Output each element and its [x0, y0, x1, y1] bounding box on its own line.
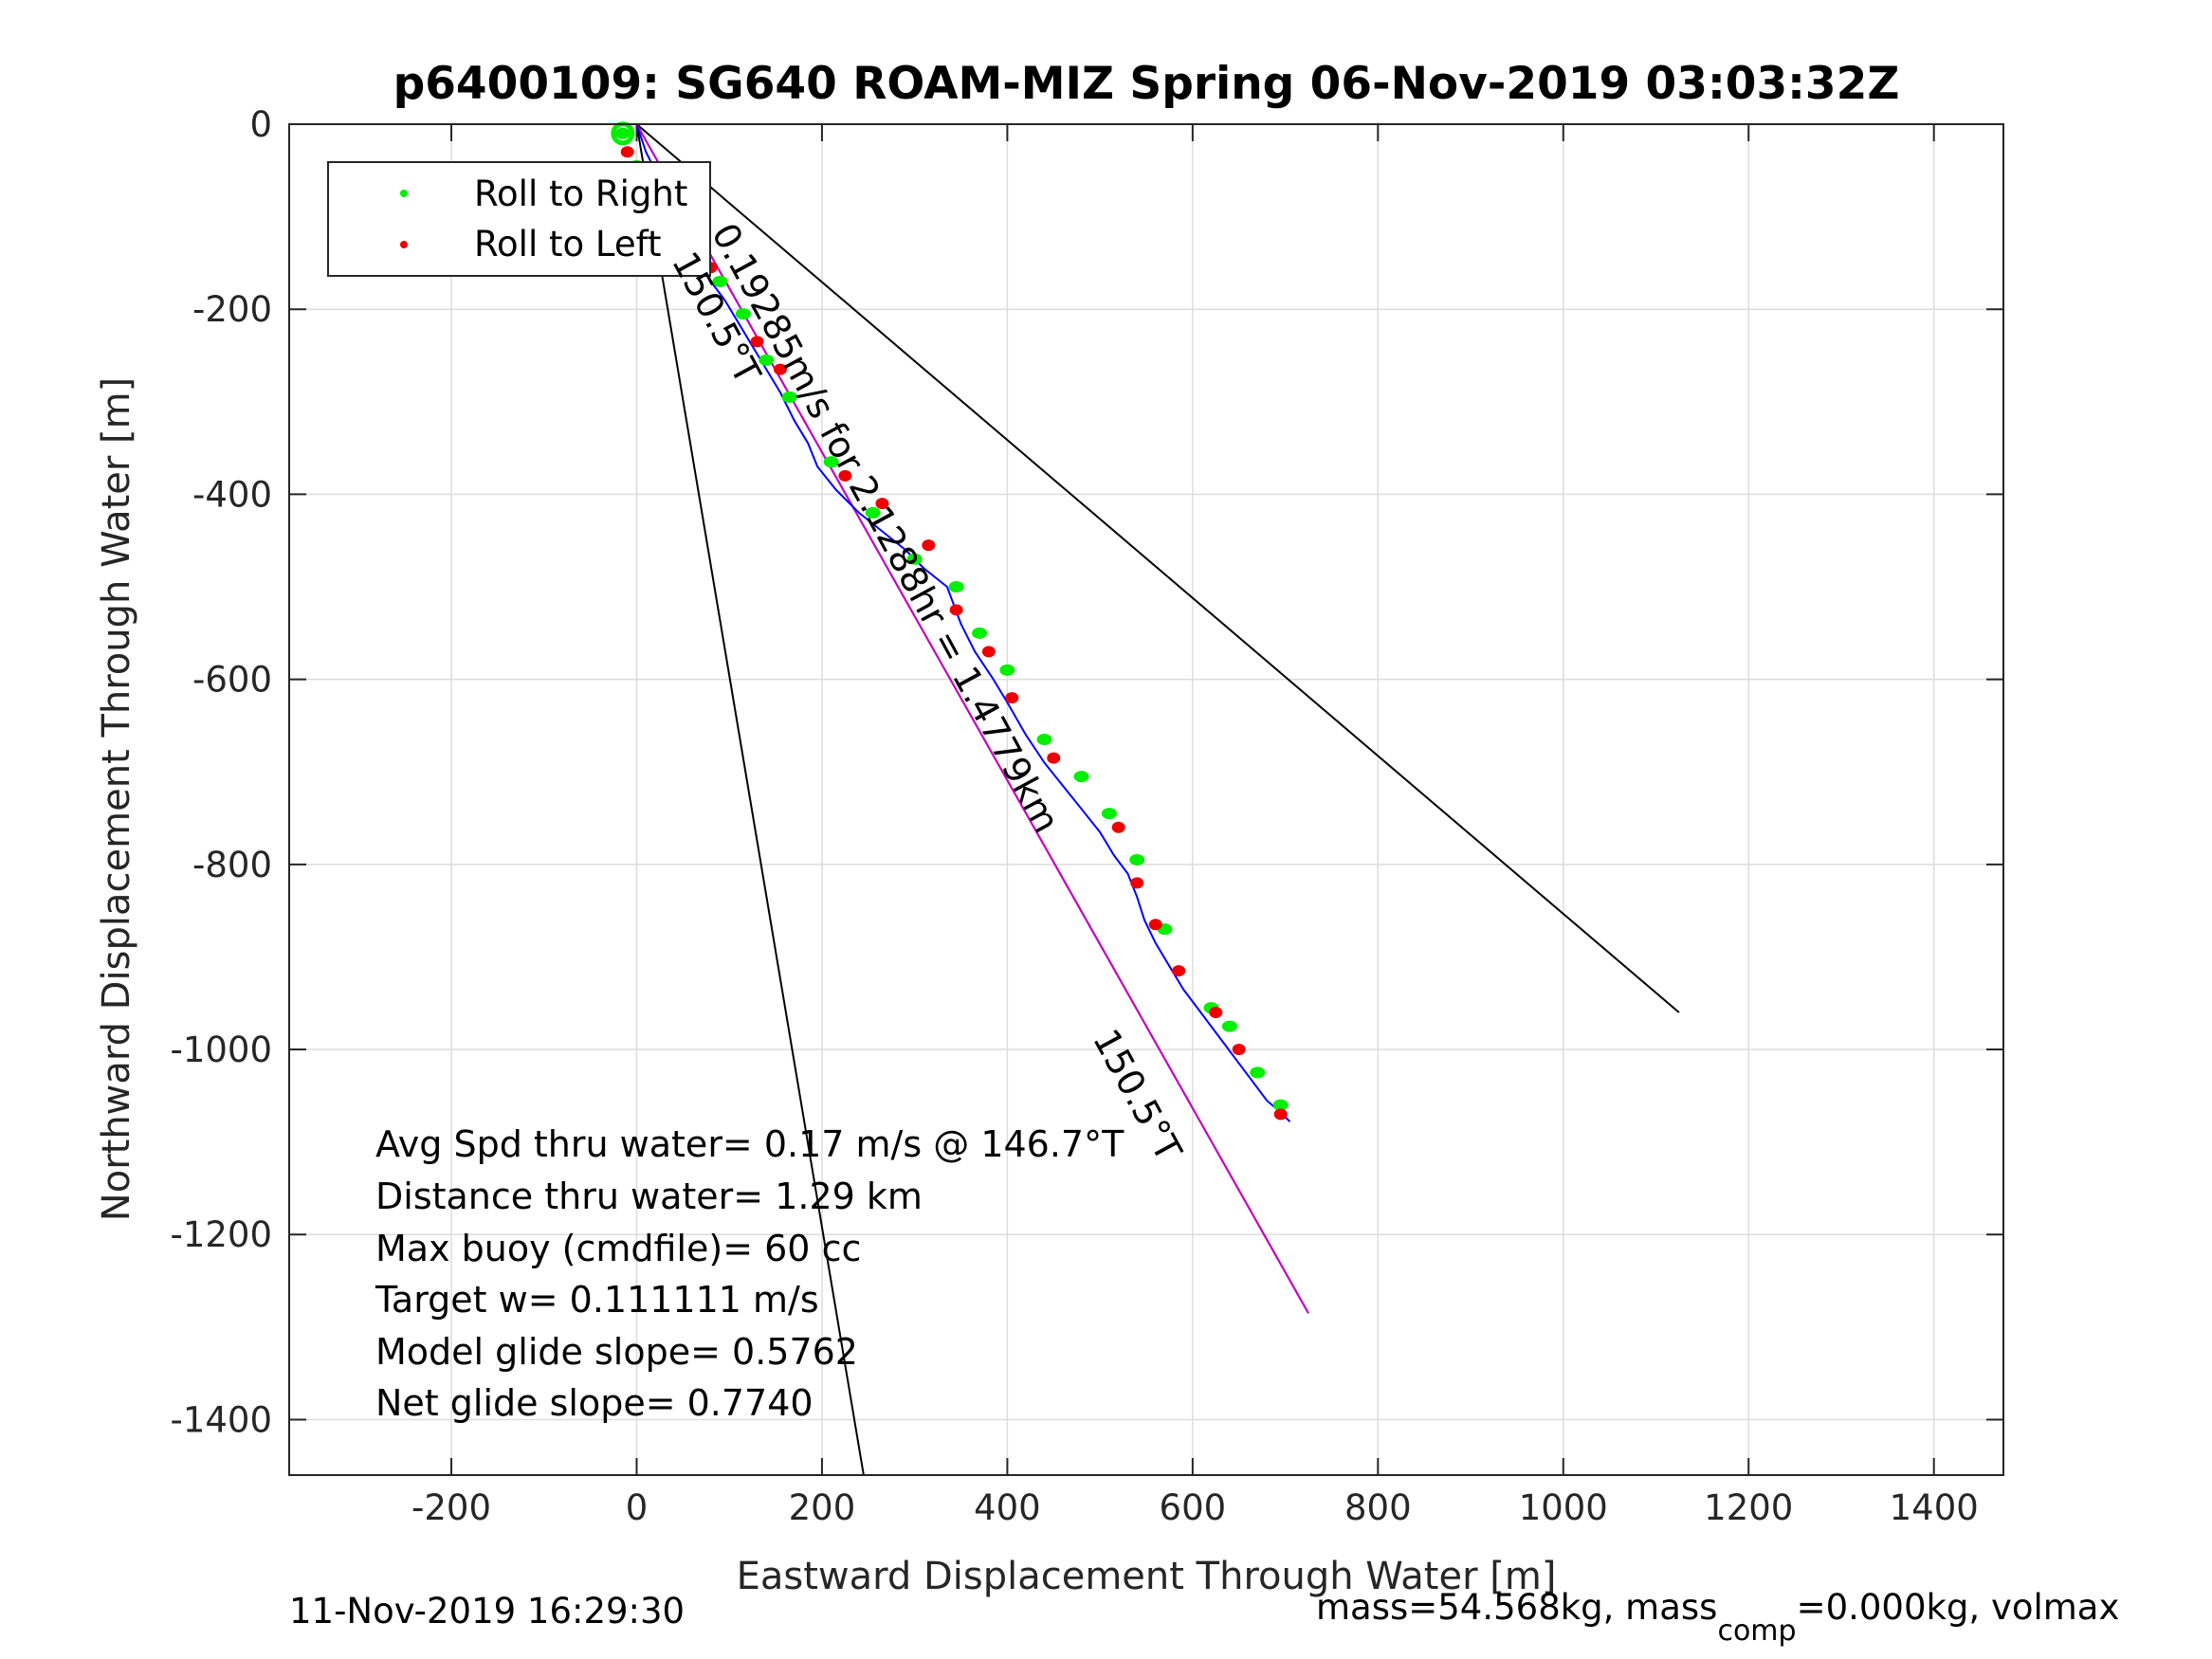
- heading-bound-line-right: [635, 123, 1680, 1013]
- roll-left-point: [620, 146, 634, 158]
- y-tick-label: -600: [192, 660, 272, 701]
- roll-right-point: [948, 581, 964, 593]
- legend-marker-roll-right: [400, 190, 408, 197]
- roll-left-point: [875, 498, 889, 510]
- x-tick-label: 0: [626, 1487, 649, 1528]
- legend: Roll to Right Roll to Left: [327, 161, 711, 277]
- roll-points-layer: [611, 121, 1289, 1121]
- roll-right-point: [1272, 1099, 1289, 1111]
- y-tick-label: -800: [192, 845, 272, 885]
- roll-left-point: [1273, 1108, 1288, 1121]
- glider-track-line: [635, 123, 1291, 1122]
- y-tick-label: -200: [192, 289, 272, 330]
- x-tick-label: 200: [789, 1487, 856, 1528]
- chart-title: p6400109: SG640 ROAM-MIZ Spring 06-Nov-2…: [393, 58, 1900, 110]
- roll-right-point: [781, 391, 797, 403]
- roll-right-point: [1101, 808, 1117, 820]
- roll-right-point: [614, 127, 631, 139]
- roll-right-point: [999, 664, 1015, 676]
- stat-max-buoy: Max buoy (cmdfile)= 60 cc: [375, 1228, 861, 1269]
- stat-avg-speed: Avg Spd thru water= 0.17 m/s @ 146.7°T: [375, 1123, 1124, 1165]
- roll-right-point: [735, 308, 751, 320]
- roll-left-point: [1005, 692, 1019, 704]
- roll-right-point: [1129, 853, 1145, 866]
- roll-right-point: [712, 275, 728, 287]
- x-tick-label: 800: [1344, 1487, 1412, 1528]
- roll-right-point: [1250, 1066, 1266, 1079]
- roll-left-point: [773, 363, 787, 375]
- dive-stats: Avg Spd thru water= 0.17 m/s @ 146.7°T D…: [375, 1123, 1124, 1424]
- roll-left-point: [1232, 1044, 1246, 1056]
- y-tick-label: -400: [192, 474, 272, 515]
- x-tick-label: 400: [974, 1487, 1041, 1528]
- axis-ticks: -200 0 200 400 600 800 1000 1200 1400 0 -200 -400 -6…: [170, 104, 2003, 1528]
- legend-label-roll-right: Roll to Right: [474, 173, 687, 214]
- roll-left-point: [1209, 1006, 1223, 1018]
- roll-left-point: [981, 646, 996, 658]
- x-tick-label: 1200: [1704, 1487, 1793, 1528]
- roll-right-point: [865, 506, 881, 519]
- roll-right-point: [1036, 734, 1052, 746]
- footer-mass-suffix: =0.000kg, volmax: [1797, 1587, 2120, 1628]
- y-tick-label: -1000: [170, 1030, 272, 1070]
- stat-net-glide-slope: Net glide slope= 0.7740: [375, 1382, 814, 1424]
- y-axis-label: Northward Displacement Through Water [m]: [95, 377, 138, 1221]
- footer-timestamp: 11-Nov-2019 16:29:30: [289, 1591, 685, 1632]
- roll-left-point: [750, 336, 764, 348]
- stat-model-glide-slope: Model glide slope= 0.5762: [375, 1331, 858, 1373]
- x-axis-label: Eastward Displacement Through Water [m]: [737, 1555, 1557, 1598]
- roll-left-point: [949, 604, 963, 616]
- y-tick-label: -1200: [170, 1214, 272, 1255]
- plot-frame: [288, 123, 2004, 1476]
- roll-right-point: [1073, 771, 1089, 783]
- roll-right-point: [823, 456, 839, 468]
- x-tick-label: 1400: [1890, 1487, 1979, 1528]
- roll-right-point: [972, 627, 988, 639]
- roll-left-point: [1130, 877, 1144, 889]
- roll-left-point: [838, 469, 852, 482]
- stat-distance: Distance thru water= 1.29 km: [375, 1176, 923, 1217]
- stat-target-w: Target w= 0.111111 m/s: [375, 1279, 819, 1321]
- x-tick-label: 600: [1160, 1487, 1227, 1528]
- roll-left-point: [1172, 965, 1186, 977]
- roll-left-point: [1111, 821, 1125, 833]
- roll-right-point: [1221, 1020, 1237, 1032]
- y-tick-label: -1400: [170, 1399, 272, 1440]
- roll-right-point: [759, 354, 775, 366]
- legend-label-roll-left: Roll to Left: [474, 224, 662, 264]
- x-tick-label: 1000: [1519, 1487, 1608, 1528]
- y-tick-label: 0: [249, 104, 272, 145]
- depth-averaged-current-line: [635, 123, 1309, 1314]
- heading-bound-line-left: [635, 123, 865, 1476]
- footer-mass-sub: comp: [1717, 1614, 1796, 1648]
- roll-left-point: [922, 539, 936, 552]
- footer-mass-prefix: mass=54.568kg, mass: [1316, 1587, 1717, 1628]
- x-tick-label: -200: [411, 1487, 491, 1528]
- series-layer: [635, 123, 1680, 1476]
- roll-left-point: [1047, 752, 1061, 764]
- footer-mass-info: mass=54.568kg, masscomp=0.000kg, volmax: [1316, 1587, 2119, 1648]
- roll-right-point: [906, 553, 923, 565]
- roll-left-point: [1148, 919, 1162, 931]
- legend-box: [327, 161, 711, 277]
- legend-marker-roll-left: [400, 241, 408, 248]
